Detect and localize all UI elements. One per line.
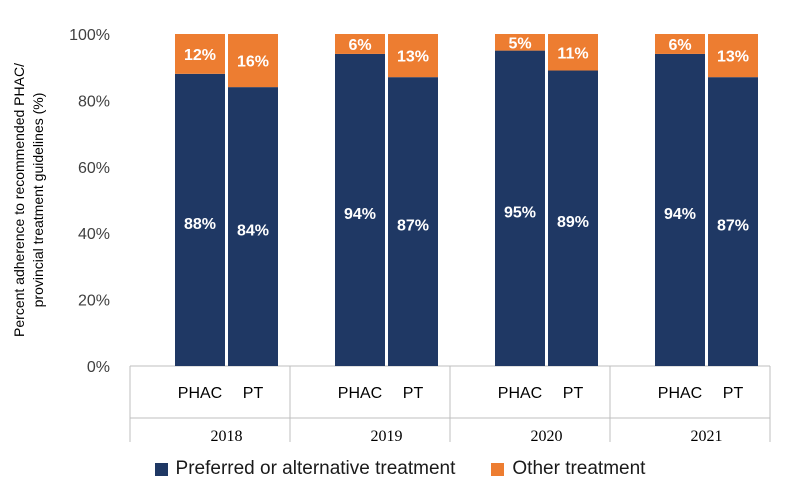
y-tick-label: 80%	[78, 93, 110, 110]
bar-segment-2019-pt-preferred	[388, 77, 438, 366]
x-subcategory-label: PHAC	[178, 385, 222, 402]
legend-item-preferred: Preferred or alternative treatment	[154, 458, 456, 480]
bar-segment-2018-phac-other	[175, 34, 225, 74]
bar-segment-2021-pt-preferred	[708, 77, 758, 366]
y-axis-label: Percent adherence to recommended PHAC/pr…	[11, 63, 46, 337]
bar-segment-2019-phac-preferred	[335, 53, 385, 367]
y-tick-label: 60%	[78, 160, 110, 177]
data-label: 95%	[504, 204, 536, 221]
data-label: 12%	[184, 47, 216, 64]
data-label: 84%	[237, 222, 269, 239]
data-label: 16%	[237, 54, 269, 71]
legend-label-other: Other treatment	[512, 458, 646, 479]
legend-swatch-other	[491, 462, 505, 476]
data-label: 6%	[668, 37, 691, 54]
x-subcategory-label: PT	[243, 385, 264, 402]
x-subcategory-label: PHAC	[338, 385, 382, 402]
bar-segment-2021-pt-other	[708, 34, 758, 78]
bar-segment-2018-phac-preferred	[175, 73, 225, 366]
bar-segment-2019-phac-other	[335, 34, 385, 54]
y-axis-ticks: 0% 20% 40% 60% 80% 100%	[69, 27, 110, 376]
legend: Preferred or alternative treatment Other…	[0, 458, 800, 480]
x-group-label-2019: 2019	[371, 428, 403, 445]
x-group-label-2021: 2021	[691, 428, 723, 445]
data-label: 88%	[184, 216, 216, 233]
x-group-label-2020: 2020	[531, 428, 563, 445]
data-label: 94%	[344, 206, 376, 223]
legend-item-other: Other treatment	[491, 458, 645, 480]
data-label: 87%	[397, 217, 429, 234]
y-tick-label: 40%	[78, 226, 110, 243]
data-label: 13%	[397, 49, 429, 66]
data-label: 11%	[557, 45, 588, 62]
x-subcategory-label: PT	[563, 385, 584, 402]
data-label: 87%	[717, 217, 749, 234]
bar-segment-2018-pt-preferred	[228, 87, 278, 367]
data-label: 6%	[348, 37, 371, 54]
x-subcategory-label: PHAC	[498, 385, 542, 402]
y-axis-title-line-2: provincial treatment guidelines (%)	[30, 93, 46, 308]
x-subcategory-label: PT	[403, 385, 424, 402]
bar-segment-2020-phac-preferred	[495, 50, 545, 366]
bar-segment-2021-phac-other	[655, 34, 705, 54]
x-subcategory-label: PT	[723, 385, 744, 402]
bars: 88% 12% 84% 16% 94% 6% 87% 13% 95% 5% 89% 11% 94% 6% 8…	[175, 34, 758, 367]
y-tick-label: 20%	[78, 293, 110, 310]
bar-segment-2020-pt-preferred	[548, 70, 598, 367]
bar-segment-2019-pt-other	[388, 34, 438, 78]
x-subcategory-label: PHAC	[658, 385, 702, 402]
bar-segment-2020-pt-other	[548, 34, 598, 71]
legend-label-preferred: Preferred or alternative treatment	[175, 458, 456, 479]
legend-swatch-preferred	[154, 462, 168, 476]
data-label: 5%	[508, 35, 531, 52]
bar-segment-2021-phac-preferred	[655, 53, 705, 367]
y-tick-label: 100%	[69, 27, 110, 44]
data-label: 13%	[717, 49, 749, 66]
data-label: 89%	[557, 214, 589, 231]
bar-segment-2020-phac-other	[495, 34, 545, 51]
bar-segment-2018-pt-other	[228, 34, 278, 88]
y-tick-label: 0%	[87, 359, 110, 376]
x-group-label-2018: 2018	[211, 428, 243, 445]
x-axis-categories: PHAC PT 2018 PHAC PT 2019 PHAC PT 2020 PHAC PT 2021	[178, 385, 744, 445]
y-axis-title-line-1: Percent adherence to recommended PHAC/	[11, 63, 27, 337]
data-label: 94%	[664, 206, 696, 223]
